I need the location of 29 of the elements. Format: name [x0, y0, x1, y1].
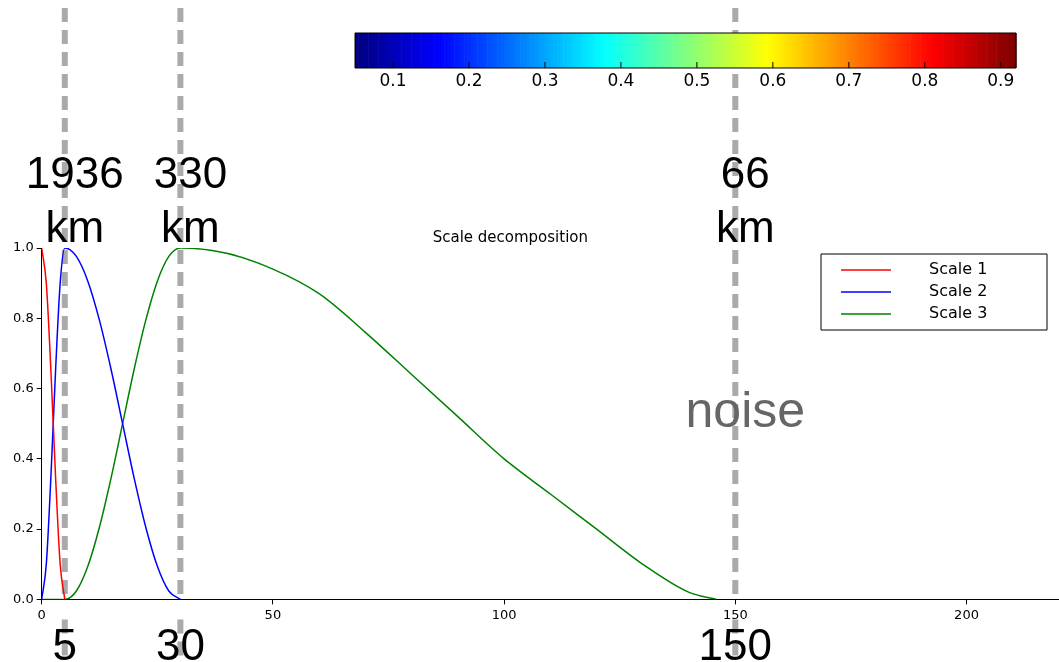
y-tick-label: 1.0 — [12, 239, 34, 255]
color-bar-label: 0.1 — [379, 69, 407, 90]
x-tick-label: 150 — [722, 606, 748, 622]
x-tick-label: 100 — [491, 606, 517, 622]
y-tick-label: 0.2 — [12, 520, 34, 536]
x-tick-label: 200 — [954, 606, 979, 622]
legend-label: Scale 3 — [929, 303, 988, 323]
color-bar-label: 0.9 — [987, 69, 1015, 90]
y-tick-label: 0.8 — [12, 309, 34, 325]
annotation: 66 km — [715, 148, 775, 251]
ref-line-label: 30 — [155, 620, 205, 662]
legend-label: Scale 1 — [929, 259, 988, 279]
color-bar-label: 0.8 — [911, 69, 939, 90]
x-tick-label: 0 — [37, 606, 46, 622]
x-tick-label: 50 — [264, 606, 282, 622]
color-bar-label: 0.5 — [683, 69, 711, 90]
chart-title: Scale decomposition — [432, 228, 588, 247]
color-bar-label: 0.4 — [607, 69, 635, 90]
y-tick-label: 0.4 — [12, 450, 34, 466]
y-tick-label: 0.6 — [12, 379, 34, 395]
annotation: 330 km — [153, 148, 228, 251]
annotation: noise — [685, 382, 806, 439]
color-bar-label: 0.2 — [455, 69, 483, 90]
legend-label: Scale 2 — [929, 281, 988, 301]
ref-line-label: 5 — [52, 620, 78, 662]
color-bar-label: 0.3 — [531, 69, 559, 90]
y-tick-label: 0.0 — [12, 590, 34, 606]
color-bar-label: 0.6 — [759, 69, 787, 90]
color-bar-label: 0.7 — [835, 69, 863, 90]
